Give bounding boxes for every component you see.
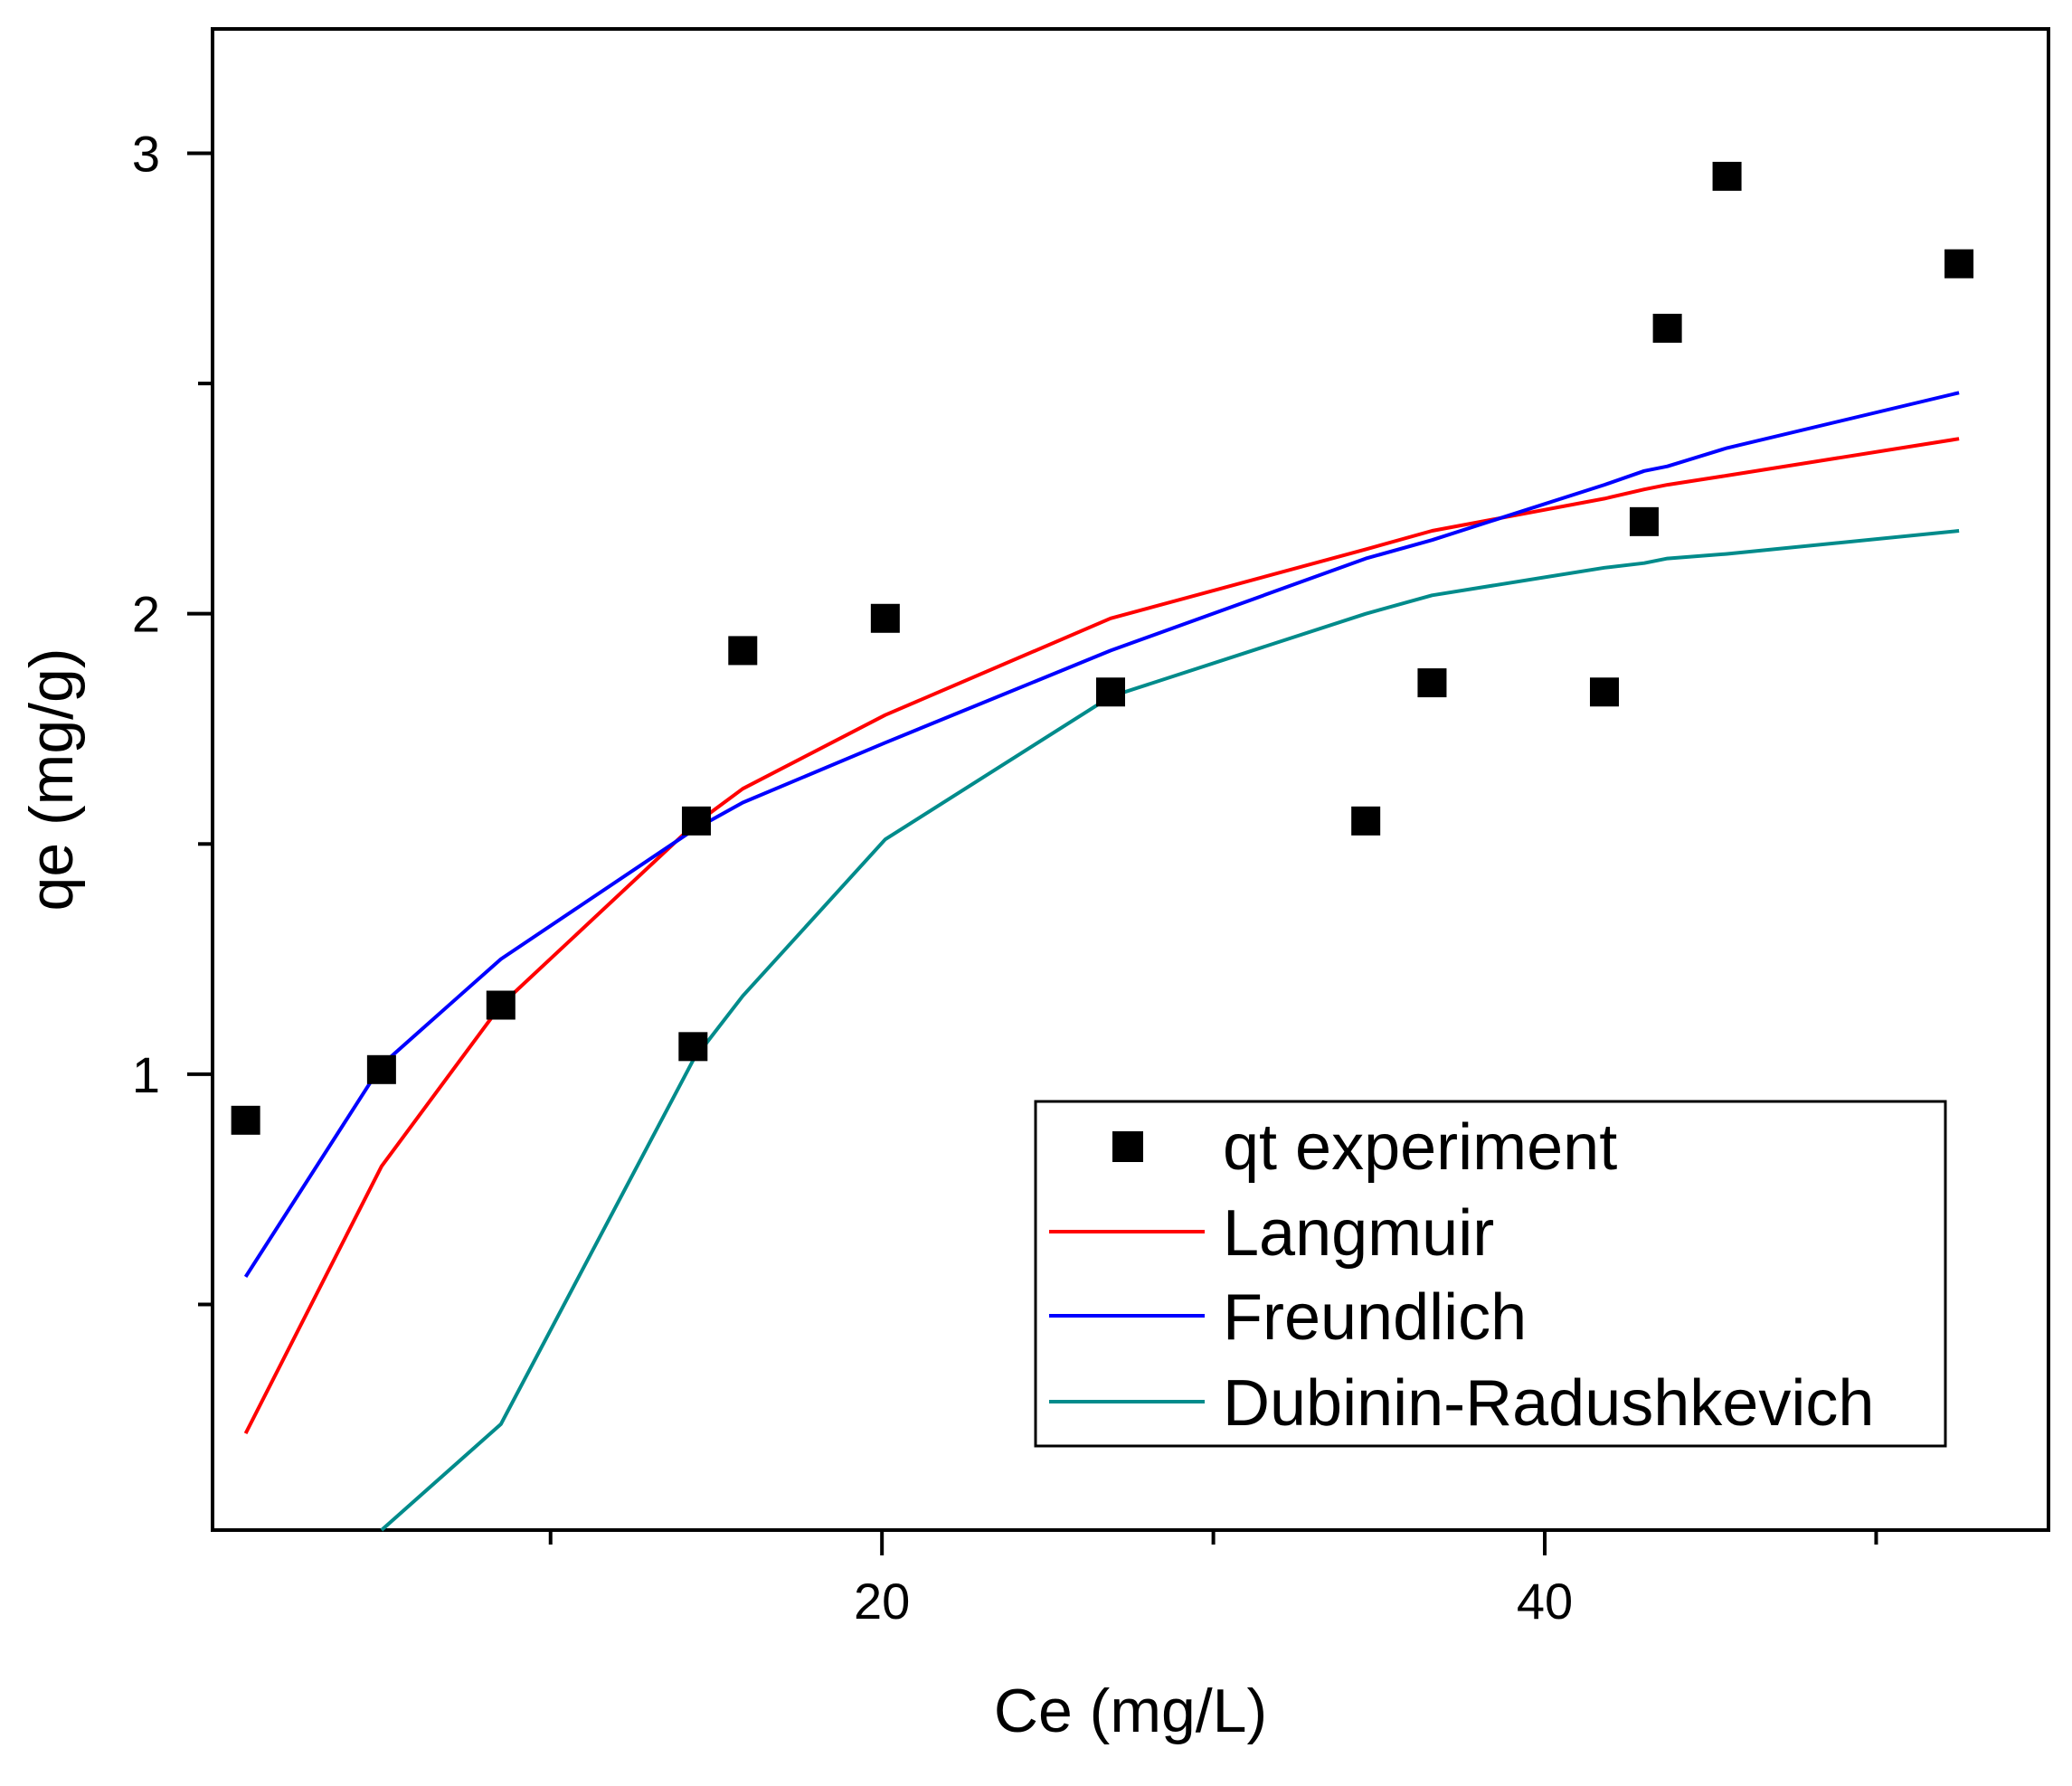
freundlich-line <box>243 391 1960 1278</box>
legend-label-dubinin-radushkevich: Dubinin-Radushkevich <box>1223 1367 1874 1440</box>
scatter-point <box>1629 506 1659 536</box>
legend-label-qt-experiment: qt experiment <box>1223 1111 1617 1184</box>
scatter-point <box>870 603 900 633</box>
scatter-point <box>1944 249 1974 279</box>
tick-labels: 20 40 1 2 3 <box>132 125 1573 1630</box>
y-tick-label: 3 <box>132 125 160 182</box>
scatter-points <box>231 161 1974 1135</box>
y-axis-title: qe (mg/g) <box>17 648 86 912</box>
legend-label-freundlich: Freundlich <box>1223 1281 1527 1354</box>
scatter-point <box>678 1032 708 1062</box>
legend-marker-qt-experiment <box>1112 1131 1143 1162</box>
y-tick-label: 1 <box>132 1046 160 1103</box>
scatter-point <box>728 636 758 666</box>
legend-label-langmuir: Langmuir <box>1223 1197 1494 1270</box>
x-tick-label: 20 <box>854 1573 910 1630</box>
axis-ticks <box>187 151 1878 1555</box>
scatter-point <box>231 1105 260 1135</box>
scatter-point <box>1351 806 1381 836</box>
scatter-point <box>1712 161 1742 191</box>
scatter-point <box>1589 677 1619 707</box>
y-tick-label: 2 <box>132 586 160 643</box>
x-axis-title: Ce (mg/L) <box>994 1677 1267 1745</box>
scatter-point <box>1652 313 1682 343</box>
legend: qt experiment Langmuir Freundlich Dubini… <box>1034 1100 1947 1448</box>
legend-box <box>1034 1100 1947 1448</box>
plot-frame <box>211 27 2050 1532</box>
scatter-point <box>1096 677 1126 707</box>
scatter-point <box>486 990 516 1020</box>
x-tick-label: 40 <box>1517 1573 1573 1630</box>
scatter-point <box>1417 668 1447 698</box>
langmuir-line <box>243 437 1960 1435</box>
scatter-point <box>681 806 711 836</box>
scatter-point <box>366 1054 396 1084</box>
